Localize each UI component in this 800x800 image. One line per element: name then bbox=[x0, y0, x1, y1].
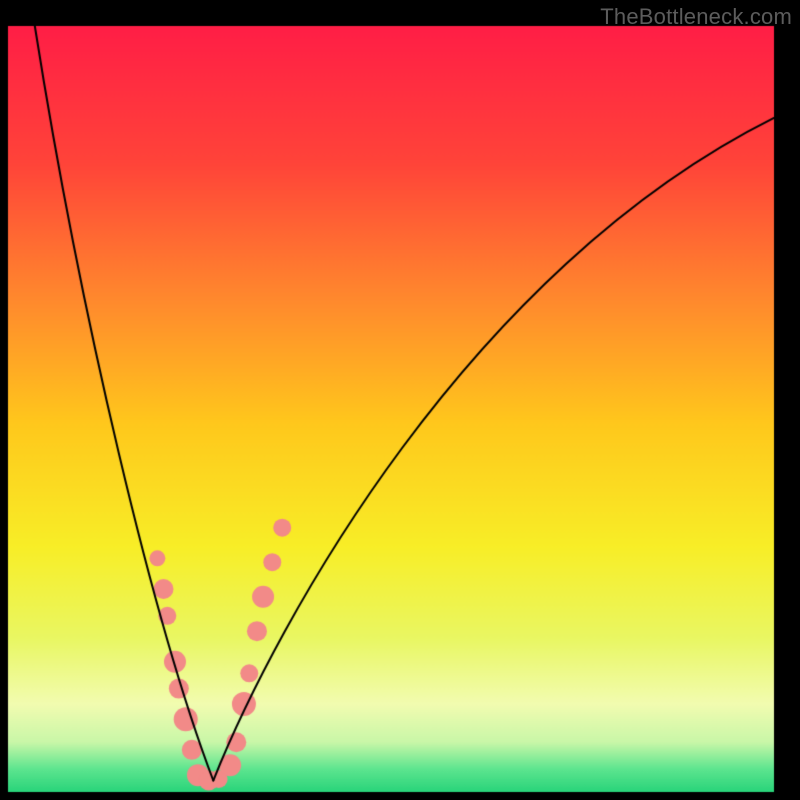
bottleneck-chart-canvas bbox=[0, 0, 800, 800]
chart-container: TheBottleneck.com bbox=[0, 0, 800, 800]
